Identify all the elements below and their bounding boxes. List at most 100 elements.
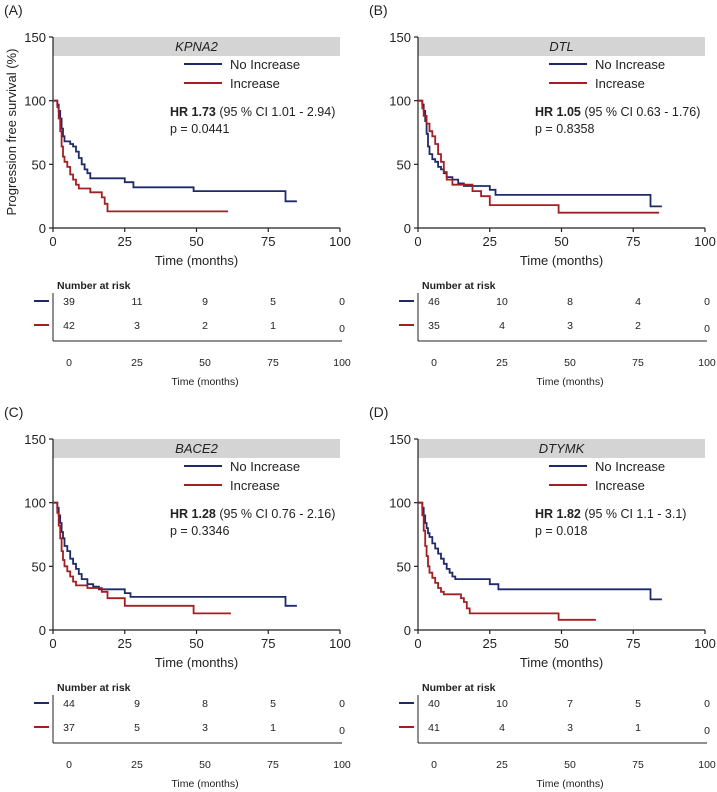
y-tick-label: 50 [397, 157, 411, 172]
x-tick-label: 75 [626, 636, 640, 651]
panel-label: (A) [4, 2, 23, 18]
risk-count: 0 [704, 296, 710, 308]
x-tick-label: 0 [414, 636, 421, 651]
x-tick-label: 50 [554, 234, 568, 249]
risk-time-label: 0 [66, 759, 72, 771]
risk-time-label: 25 [131, 759, 143, 771]
x-tick-label: 100 [694, 636, 716, 651]
risk-table-xlabel: Time (months) [536, 376, 603, 388]
x-tick-label: 100 [329, 636, 351, 651]
risk-count: 37 [63, 722, 75, 734]
hr-value: HR 1.73 [170, 105, 216, 119]
y-tick-label: 50 [32, 157, 46, 172]
legend-label-increase: Increase [230, 478, 280, 493]
hr-annotation: HR 1.05 (95 % CI 0.63 - 1.76) [535, 105, 700, 119]
title-strip [418, 439, 705, 458]
x-tick-label: 50 [554, 636, 568, 651]
x-tick-label: 25 [483, 636, 497, 651]
legend-label-increase: Increase [595, 478, 645, 493]
y-tick-label: 100 [389, 94, 411, 109]
y-tick-label: 0 [39, 623, 46, 638]
hr-ci: (95 % CI 1.1 - 3.1) [581, 507, 687, 521]
risk-count: 0 [339, 698, 345, 710]
km-curve-no-increase [418, 501, 662, 601]
risk-count: 4 [499, 722, 505, 734]
hr-value: HR 1.05 [535, 105, 581, 119]
x-axis-label: Time (months) [155, 655, 238, 670]
x-tick-label: 0 [49, 234, 56, 249]
risk-count: 40 [428, 698, 440, 710]
hr-annotation: HR 1.28 (95 % CI 0.76 - 2.16) [170, 507, 335, 521]
risk-count: 8 [202, 698, 208, 710]
risk-count: 39 [63, 296, 75, 308]
risk-table-xlabel: Time (months) [171, 376, 238, 388]
risk-table-xlabel: Time (months) [536, 778, 603, 790]
x-tick-label: 75 [261, 636, 275, 651]
risk-count: 3 [202, 722, 208, 734]
km-curve-increase [53, 501, 231, 615]
risk-count: 1 [270, 722, 276, 734]
title-strip [53, 37, 340, 56]
risk-time-label: 25 [496, 357, 508, 369]
risk-count: 3 [567, 722, 573, 734]
km-curve-increase [418, 99, 660, 214]
risk-count: 0 [704, 698, 710, 710]
risk-table-title: Number at risk [57, 280, 131, 292]
x-tick-label: 75 [261, 234, 275, 249]
risk-time-label: 75 [267, 357, 279, 369]
hr-annotation: HR 1.82 (95 % CI 1.1 - 3.1) [535, 507, 686, 521]
risk-count: 42 [63, 320, 75, 332]
legend-label-no-increase: No Increase [595, 459, 665, 474]
risk-table-xlabel: Time (months) [171, 778, 238, 790]
risk-time-label: 50 [564, 759, 576, 771]
hr-value: HR 1.28 [170, 507, 216, 521]
y-tick-label: 150 [389, 30, 411, 45]
hr-ci: (95 % CI 0.76 - 2.16) [216, 507, 336, 521]
risk-count: 0 [339, 725, 345, 737]
risk-time-label: 75 [267, 759, 279, 771]
p-value: p = 0.018 [535, 524, 588, 538]
risk-time-label: 100 [698, 357, 716, 369]
y-tick-label: 50 [397, 559, 411, 574]
risk-time-label: 100 [698, 759, 716, 771]
km-curve-no-increase [53, 501, 297, 607]
risk-count: 4 [635, 296, 641, 308]
panel-label: (C) [4, 404, 23, 420]
risk-count: 10 [496, 698, 508, 710]
x-axis-label: Time (months) [520, 655, 603, 670]
risk-time-label: 75 [632, 759, 644, 771]
risk-count: 9 [202, 296, 208, 308]
risk-count: 1 [270, 320, 276, 332]
y-tick-label: 100 [389, 496, 411, 511]
title-strip [53, 439, 340, 458]
title-strip [418, 37, 705, 56]
y-tick-label: 50 [32, 559, 46, 574]
panel-label: (D) [369, 404, 388, 420]
x-tick-label: 50 [189, 636, 203, 651]
y-tick-label: 0 [404, 623, 411, 638]
y-tick-label: 100 [24, 496, 46, 511]
y-tick-label: 150 [24, 432, 46, 447]
risk-count: 0 [704, 323, 710, 335]
risk-count: 35 [428, 320, 440, 332]
risk-time-label: 0 [431, 357, 437, 369]
y-tick-label: 0 [39, 221, 46, 236]
risk-count: 0 [704, 725, 710, 737]
risk-time-label: 50 [199, 357, 211, 369]
risk-count: 5 [635, 698, 641, 710]
y-tick-label: 150 [389, 432, 411, 447]
risk-count: 2 [202, 320, 208, 332]
legend-label-increase: Increase [595, 76, 645, 91]
risk-count: 5 [270, 296, 276, 308]
p-value: p = 0.3346 [170, 524, 229, 538]
risk-count: 46 [428, 296, 440, 308]
x-tick-label: 75 [626, 234, 640, 249]
x-tick-label: 25 [118, 234, 132, 249]
risk-count: 1 [635, 722, 641, 734]
risk-time-label: 0 [66, 357, 72, 369]
x-tick-label: 100 [694, 234, 716, 249]
